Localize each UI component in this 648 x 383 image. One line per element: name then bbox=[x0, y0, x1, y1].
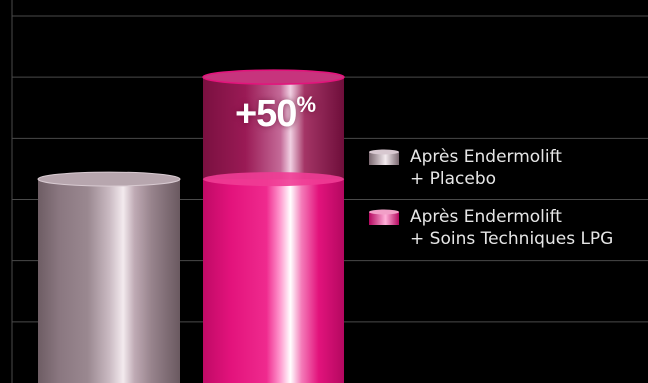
cylinder-icon-placebo bbox=[369, 149, 399, 165]
legend-label-placebo: Après Endermolift + Placebo bbox=[410, 147, 562, 189]
cylinder-icon-lpg bbox=[369, 209, 399, 225]
bars-group bbox=[37, 69, 345, 383]
gain-value: +50 bbox=[234, 93, 297, 135]
bar-lpg-level bbox=[203, 172, 344, 187]
gain-unit: % bbox=[296, 92, 316, 117]
legend: Après Endermolift + Placebo Après Enderm… bbox=[368, 146, 648, 266]
legend-item-placebo: Après Endermolift + Placebo bbox=[368, 146, 648, 190]
bar-lpg bbox=[203, 179, 344, 383]
legend-item-lpg: Après Endermolift + Soins Techniques LPG bbox=[368, 206, 648, 250]
bar-lpg-top bbox=[202, 69, 345, 85]
gain-annotation: +50% bbox=[205, 92, 345, 136]
bar-placebo bbox=[38, 179, 180, 383]
bar-lpg-gain bbox=[203, 77, 344, 180]
legend-label-lpg: Après Endermolift + Soins Techniques LPG bbox=[410, 207, 614, 249]
bar-placebo-top bbox=[37, 171, 181, 187]
